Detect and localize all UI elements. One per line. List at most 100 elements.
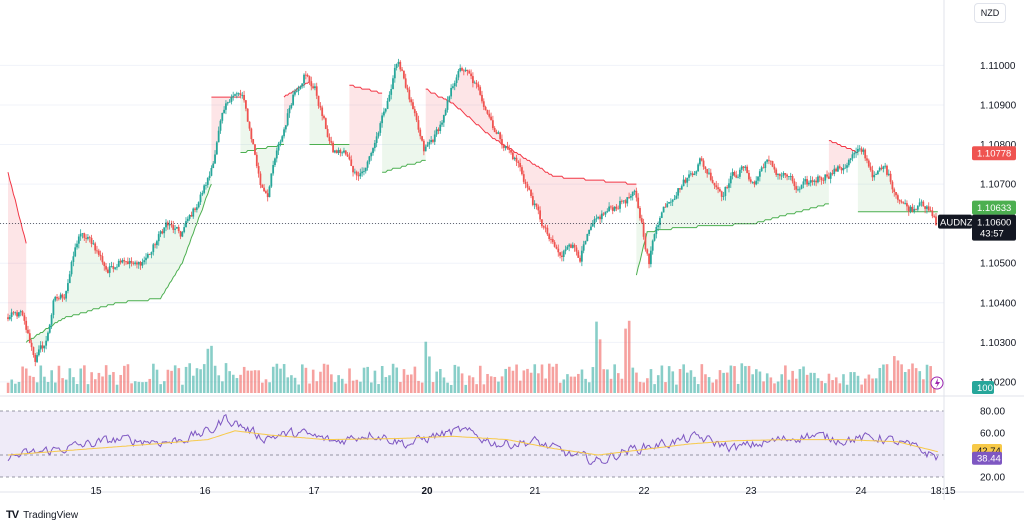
volume-bar bbox=[635, 372, 638, 393]
candle-body bbox=[455, 77, 458, 84]
candle-body bbox=[468, 71, 471, 74]
candle-body bbox=[904, 203, 907, 204]
candle-body bbox=[123, 260, 126, 262]
candle-body bbox=[777, 174, 779, 175]
symbol-badge: AUDNZD bbox=[940, 218, 980, 229]
time-tick-label: 17 bbox=[308, 486, 320, 497]
candle-body bbox=[902, 202, 905, 204]
volume-bar bbox=[446, 382, 449, 393]
volume-bar bbox=[83, 365, 86, 393]
time-tick-label: 15 bbox=[90, 486, 102, 497]
candle-body bbox=[924, 206, 927, 209]
candle-body bbox=[366, 161, 369, 168]
candle-body bbox=[526, 184, 529, 188]
candle-body bbox=[252, 139, 255, 145]
supertrend-down-line bbox=[828, 140, 858, 153]
candle-body bbox=[584, 241, 587, 245]
candle-body bbox=[553, 242, 556, 247]
candle-body bbox=[804, 179, 807, 182]
candle-body bbox=[306, 74, 309, 77]
candle-body bbox=[900, 201, 903, 203]
time-axis[interactable]: 15 16 17 20 21 22 23 24 18:15 bbox=[0, 486, 1024, 497]
supertrend-up-line bbox=[635, 203, 829, 276]
volume-bar bbox=[562, 379, 566, 393]
volume-bar bbox=[747, 365, 751, 393]
volume-bar bbox=[304, 367, 308, 393]
volume-bar bbox=[500, 376, 504, 393]
candle-body bbox=[524, 181, 527, 185]
candle-body bbox=[608, 206, 611, 212]
candle-body bbox=[290, 104, 293, 109]
candle-body bbox=[339, 150, 342, 153]
volume-bar bbox=[773, 383, 776, 393]
candle-body bbox=[493, 128, 496, 133]
candle-body bbox=[550, 239, 552, 240]
volume-bar bbox=[468, 375, 471, 393]
candle-body bbox=[466, 69, 469, 72]
volume-bar bbox=[123, 365, 126, 393]
candle-body bbox=[126, 261, 129, 264]
volume-bar bbox=[206, 348, 210, 393]
volume-bar bbox=[395, 367, 399, 393]
candle-body bbox=[599, 216, 601, 220]
volume-bar bbox=[646, 378, 649, 393]
candle-body bbox=[680, 186, 683, 190]
candle-body bbox=[909, 206, 912, 212]
candle-body bbox=[628, 197, 630, 198]
candle-body bbox=[671, 199, 674, 202]
candle-body bbox=[515, 157, 518, 162]
candle-body bbox=[797, 189, 799, 191]
candle-body bbox=[175, 226, 178, 229]
volume-bar bbox=[373, 370, 377, 393]
volume-bar bbox=[842, 374, 845, 393]
candle-body bbox=[646, 249, 649, 254]
price-axis[interactable]: 1.11000 1.10900 1.10800 1.10700 1.10600 1.105… bbox=[943, 0, 1017, 500]
candle-body bbox=[470, 73, 472, 77]
volume-bar bbox=[108, 374, 112, 393]
candle-body bbox=[677, 188, 680, 196]
rsi-pane[interactable] bbox=[0, 395, 1024, 478]
candle-body bbox=[541, 219, 543, 227]
candle-body bbox=[773, 166, 776, 170]
supertrend-up-fill bbox=[857, 148, 938, 226]
candle-body bbox=[729, 176, 732, 184]
volume-bar bbox=[326, 364, 330, 393]
currency-button[interactable]: NZD bbox=[974, 3, 1006, 23]
volume-bar bbox=[144, 381, 148, 393]
candle-body bbox=[23, 315, 26, 321]
candle-body bbox=[377, 132, 380, 137]
candle-body bbox=[519, 163, 522, 168]
candle-body bbox=[397, 61, 400, 64]
candle-body bbox=[544, 227, 547, 229]
volume-bar bbox=[733, 366, 736, 393]
candle-body bbox=[186, 218, 189, 222]
volume-bar bbox=[61, 378, 64, 393]
candle-body bbox=[373, 142, 376, 149]
volume-bar bbox=[849, 372, 853, 393]
candle-body bbox=[610, 206, 612, 208]
candle-body bbox=[693, 173, 696, 176]
volume-bar bbox=[242, 366, 246, 393]
volume-bar bbox=[675, 384, 678, 393]
candle-body bbox=[257, 166, 260, 174]
candle-body bbox=[177, 226, 180, 232]
candle-body bbox=[157, 234, 160, 242]
volume-bar bbox=[24, 368, 28, 393]
candle-body bbox=[593, 218, 596, 224]
volume-bar bbox=[729, 365, 733, 393]
volume-bar bbox=[791, 370, 794, 393]
candle-body bbox=[718, 189, 721, 192]
rsi-ma-badge: 42.74 bbox=[977, 446, 1001, 457]
candle-body bbox=[580, 250, 583, 262]
candle-body bbox=[506, 145, 509, 149]
candle-body bbox=[602, 213, 605, 215]
tradingview-brand[interactable]: TV TradingView bbox=[6, 507, 78, 523]
candle-body bbox=[39, 345, 42, 350]
candle-body bbox=[858, 148, 861, 150]
volume-bar bbox=[184, 366, 188, 393]
candles[interactable] bbox=[7, 58, 937, 367]
candle-body bbox=[266, 193, 269, 198]
supertrend-down-line bbox=[349, 84, 383, 94]
candle-body bbox=[689, 173, 692, 175]
candle-body bbox=[335, 150, 338, 154]
